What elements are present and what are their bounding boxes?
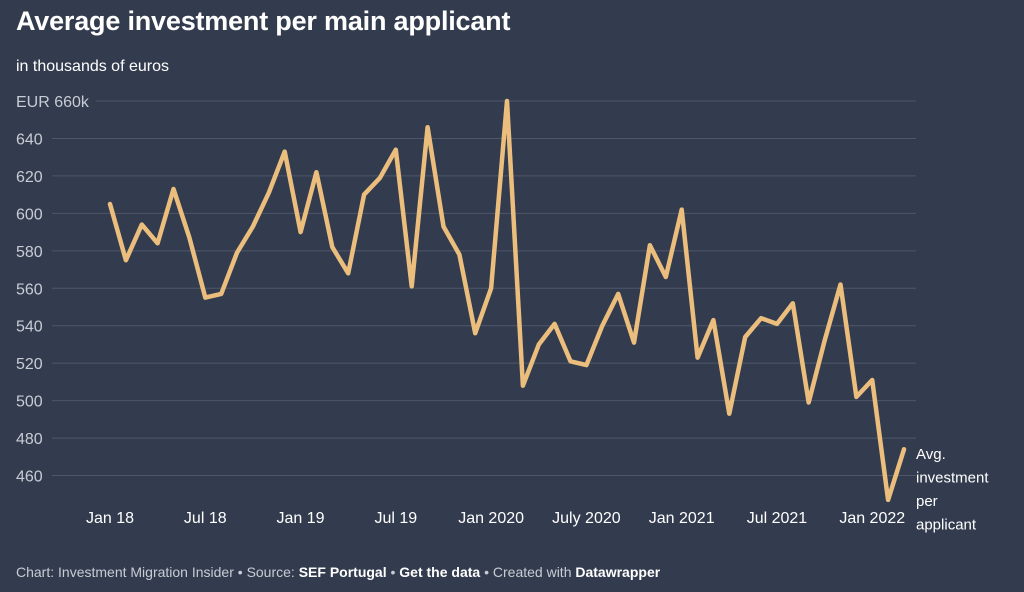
data-point xyxy=(680,208,684,212)
series-label-line: investment xyxy=(916,470,989,487)
x-tick-label: Jan 19 xyxy=(277,510,325,527)
data-point xyxy=(124,258,128,262)
y-axis: 460 480 500 520 540 560 580 600 620 640 EUR 660k xyxy=(16,94,90,486)
x-tick-label: Jul 2021 xyxy=(747,510,808,527)
y-tick-label: 580 xyxy=(16,244,43,261)
data-point xyxy=(314,170,318,174)
data-point xyxy=(584,363,588,367)
data-point xyxy=(235,251,239,255)
data-point xyxy=(330,245,334,249)
data-point xyxy=(791,301,795,305)
data-point xyxy=(886,498,890,502)
series-label-line: per xyxy=(916,493,938,510)
y-tick-label: EUR 660k xyxy=(16,94,90,111)
data-point xyxy=(378,176,382,180)
y-tick-label: 620 xyxy=(16,169,43,186)
datawrapper-link[interactable]: Datawrapper xyxy=(575,564,661,580)
data-point xyxy=(743,335,747,339)
data-point xyxy=(648,243,652,247)
data-point xyxy=(156,241,160,245)
data-point xyxy=(187,236,191,240)
y-tick-label: 600 xyxy=(16,206,43,223)
data-point xyxy=(108,202,112,206)
x-tick-label: July 2020 xyxy=(552,510,621,527)
data-point xyxy=(854,395,858,399)
data-point xyxy=(362,193,366,197)
data-point xyxy=(505,99,509,103)
data-point xyxy=(870,378,874,382)
data-point xyxy=(172,187,176,191)
data-point xyxy=(632,341,636,345)
x-tick-label: Jan 18 xyxy=(86,510,134,527)
x-tick-label: Jul 18 xyxy=(184,510,227,527)
data-point xyxy=(823,339,827,343)
data-point xyxy=(489,286,493,290)
chart-subtitle: in thousands of euros xyxy=(16,58,169,75)
data-point xyxy=(521,384,525,388)
data-point xyxy=(457,253,461,257)
data-point xyxy=(251,224,255,228)
data-point xyxy=(727,412,731,416)
data-points xyxy=(108,99,906,502)
data-point xyxy=(807,401,811,405)
data-point xyxy=(203,296,207,300)
data-point xyxy=(775,322,779,326)
data-point xyxy=(902,447,906,451)
chart-title: Average investment per main applicant xyxy=(16,6,511,36)
series-label-line: applicant xyxy=(916,517,977,534)
data-point xyxy=(711,318,715,322)
data-point xyxy=(553,322,557,326)
data-point xyxy=(394,148,398,152)
x-tick-label: Jan 2022 xyxy=(839,510,905,527)
data-point xyxy=(346,271,350,275)
gridlines xyxy=(52,100,916,477)
data-point xyxy=(219,292,223,296)
x-tick-label: Jan 2021 xyxy=(649,510,715,527)
y-tick-label: 460 xyxy=(16,469,43,486)
data-point xyxy=(410,284,414,288)
y-tick-label: 520 xyxy=(16,356,43,373)
y-tick-label: 540 xyxy=(16,319,43,336)
data-point xyxy=(283,150,287,154)
data-point xyxy=(441,224,445,228)
series-line-avg-investment xyxy=(107,98,907,503)
y-tick-label: 560 xyxy=(16,281,43,298)
x-axis: Jan 18 Jul 18 Jan 19 Jul 19 Jan 2020 July 202… xyxy=(86,510,905,527)
data-point xyxy=(664,275,668,279)
chart-footer: Chart: Investment Migration Insider • So… xyxy=(16,564,661,580)
x-tick-label: Jan 2020 xyxy=(458,510,524,527)
footer-chart-by: Chart: Investment Migration Insider xyxy=(16,564,234,580)
data-point xyxy=(267,191,271,195)
get-the-data-link[interactable]: Get the data xyxy=(399,564,481,580)
series-label: Avg. investment per applicant xyxy=(916,446,989,534)
y-tick-label: 500 xyxy=(16,394,43,411)
series-label-line: Avg. xyxy=(916,446,946,463)
data-point xyxy=(299,230,303,234)
data-point xyxy=(600,324,604,328)
data-point xyxy=(140,223,144,227)
y-tick-label: 640 xyxy=(16,131,43,148)
data-point xyxy=(616,292,620,296)
data-point xyxy=(426,125,430,129)
data-point xyxy=(473,331,477,335)
data-point xyxy=(537,342,541,346)
footer-source-link[interactable]: SEF Portugal xyxy=(298,564,387,580)
data-point xyxy=(838,283,842,287)
data-point xyxy=(696,356,700,360)
data-point xyxy=(569,359,573,363)
x-tick-label: Jul 19 xyxy=(374,510,417,527)
y-tick-label: 480 xyxy=(16,431,43,448)
data-point xyxy=(759,316,763,320)
